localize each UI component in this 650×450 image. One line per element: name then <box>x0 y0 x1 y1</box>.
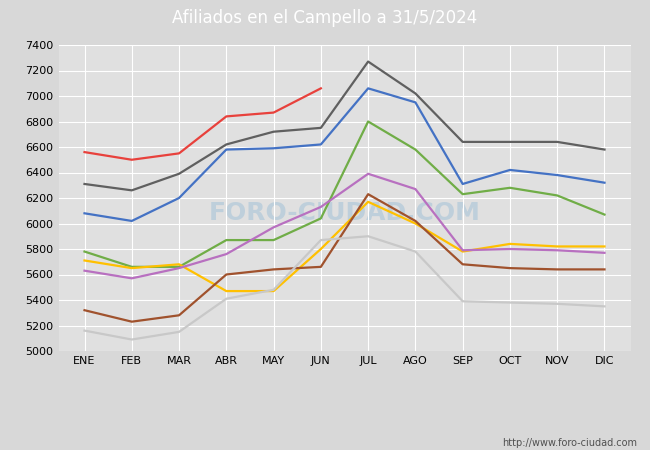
Text: Afiliados en el Campello a 31/5/2024: Afiliados en el Campello a 31/5/2024 <box>172 9 478 27</box>
Text: http://www.foro-ciudad.com: http://www.foro-ciudad.com <box>502 438 637 448</box>
Text: FORO-CIUDAD.COM: FORO-CIUDAD.COM <box>209 201 480 225</box>
